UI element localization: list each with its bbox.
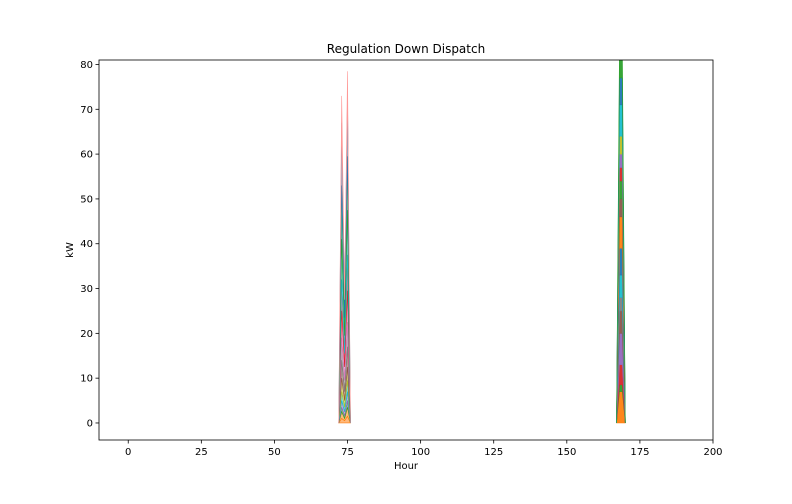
x-tick-label: 125 xyxy=(484,447,503,458)
y-tick-label: 80 xyxy=(80,60,93,71)
y-tick-label: 60 xyxy=(80,150,93,161)
y-tick-label: 40 xyxy=(80,239,93,250)
x-tick-label: 200 xyxy=(703,447,722,458)
y-tick-label: 50 xyxy=(80,194,93,205)
area-series-0-13 xyxy=(338,71,351,423)
y-tick-label: 10 xyxy=(80,374,93,385)
y-tick-label: 0 xyxy=(87,418,93,429)
area-series-1-16 xyxy=(616,60,626,423)
x-tick-label: 0 xyxy=(125,447,131,458)
y-tick-label: 70 xyxy=(80,105,93,116)
plot-frame xyxy=(98,59,714,441)
x-axis-label: Hour xyxy=(394,461,419,472)
x-tick-label: 175 xyxy=(630,447,649,458)
chart-title: Regulation Down Dispatch xyxy=(327,42,485,56)
x-tick-label: 100 xyxy=(411,447,430,458)
axis-layer: 0 25 50 75 100 125 150 175 200 0 10 20 30 40 50 60 70 80 xyxy=(80,60,722,458)
y-tick-label: 30 xyxy=(80,284,93,295)
y-tick-label: 20 xyxy=(80,329,93,340)
x-tick-label: 75 xyxy=(341,447,354,458)
y-axis-label: kW xyxy=(65,242,76,258)
plot-layer xyxy=(338,60,626,424)
x-tick-label: 25 xyxy=(195,447,208,458)
x-tick-label: 150 xyxy=(557,447,576,458)
x-tick-label: 50 xyxy=(268,447,281,458)
